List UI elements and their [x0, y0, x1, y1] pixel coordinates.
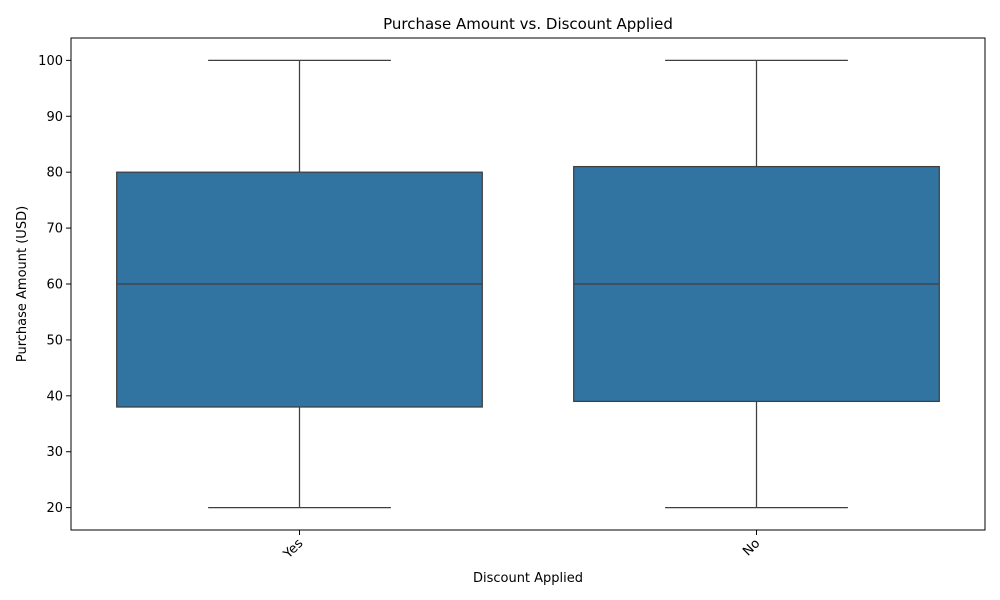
y-tick-label: 30: [46, 445, 63, 460]
y-tick-label: 90: [46, 110, 63, 125]
y-tick-label: 60: [46, 278, 63, 293]
y-tick-label: 70: [46, 222, 63, 237]
y-tick-label: 50: [46, 333, 63, 348]
y-tick-label: 100: [38, 54, 63, 69]
x-tick-label: No: [740, 536, 763, 559]
y-tick-label: 40: [46, 389, 63, 404]
y-tick-label: 80: [46, 166, 63, 181]
plot-area: 20 30 40 50 60 70 80 90 100 Yes No: [38, 37, 986, 562]
y-axis-label: Purchase Amount (USD): [15, 206, 30, 362]
x-axis-label: Discount Applied: [473, 571, 583, 586]
x-tick-label: Yes: [280, 536, 306, 562]
y-tick-label: 20: [46, 501, 63, 516]
chart-title: Purchase Amount vs. Discount Applied: [383, 15, 673, 33]
box-yes: [116, 171, 483, 408]
